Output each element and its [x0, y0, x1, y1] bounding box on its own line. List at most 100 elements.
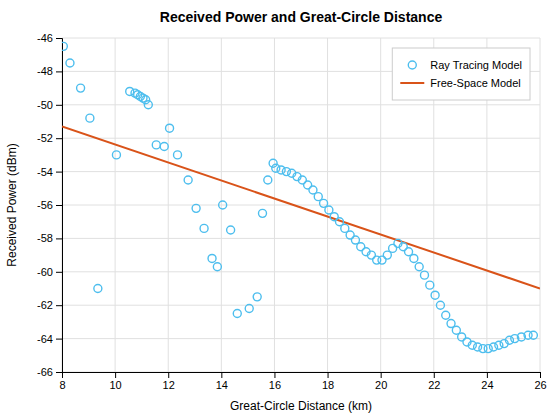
- tick-label: -50: [37, 99, 53, 111]
- tick-mark: [56, 205, 62, 206]
- tick: -50: [37, 99, 62, 111]
- tick-label: -48: [37, 65, 53, 77]
- scatter-point: [420, 271, 428, 279]
- scatter-point: [227, 226, 235, 234]
- tick: 22: [428, 372, 440, 391]
- tick: -46: [37, 32, 62, 44]
- tick: 24: [481, 372, 493, 391]
- scatter-point: [410, 254, 418, 262]
- tick-label: -58: [37, 232, 53, 244]
- tick: -56: [37, 199, 62, 211]
- y-axis: -66 -64 -62 -60 -58 -56 -54 -52 -50 -48 -46: [37, 32, 62, 378]
- tick-mark: [56, 272, 62, 273]
- tick: 18: [322, 372, 334, 391]
- grid-line-y: [62, 238, 540, 239]
- tick-label: -56: [37, 199, 53, 211]
- scatter-point: [468, 341, 476, 349]
- scatter-point: [166, 124, 174, 132]
- scatter-point: [184, 176, 192, 184]
- scatter-point: [152, 141, 160, 149]
- grid-line-y: [62, 138, 540, 139]
- tick-mark: [56, 105, 62, 106]
- legend-label: Ray Tracing Model: [430, 59, 522, 71]
- tick: 16: [269, 372, 281, 391]
- scatter-point: [174, 151, 182, 159]
- grid-line-y: [62, 305, 540, 306]
- legend-label: Free-Space Model: [430, 77, 521, 89]
- scatter-point: [200, 224, 208, 232]
- tick: -60: [37, 266, 62, 278]
- tick-mark: [274, 372, 275, 378]
- tick-mark: [56, 38, 62, 39]
- scatter-point: [126, 87, 134, 95]
- tick-mark: [56, 71, 62, 72]
- tick-label: 22: [428, 379, 440, 391]
- legend-swatch: [408, 61, 416, 69]
- scatter-point: [86, 114, 94, 122]
- tick: 12: [163, 372, 175, 391]
- scatter-point: [66, 59, 74, 67]
- tick: 26: [534, 372, 546, 391]
- tick-mark: [56, 305, 62, 306]
- scatter-point: [213, 263, 221, 271]
- scatter-point: [94, 285, 102, 293]
- tick-label: 18: [322, 379, 334, 391]
- tick: 20: [375, 372, 387, 391]
- tick-label: 14: [216, 379, 228, 391]
- tick-label: 8: [59, 379, 65, 391]
- tick-label: -62: [37, 299, 53, 311]
- tick-label: -52: [37, 132, 53, 144]
- scatter-point: [264, 176, 272, 184]
- x-axis-title: Great-Circle Distance (km): [230, 399, 372, 413]
- legend: Ray Tracing Model Free-Space Model: [392, 48, 530, 100]
- scatter-point: [219, 201, 227, 209]
- tick-label: -64: [37, 333, 53, 345]
- tick-mark: [487, 372, 488, 378]
- tick: -54: [37, 166, 62, 178]
- tick: -48: [37, 65, 62, 77]
- tick-label: 26: [534, 379, 546, 391]
- scatter-point: [474, 343, 482, 351]
- tick-mark: [168, 372, 169, 378]
- scatter-point: [442, 311, 450, 319]
- scatter-point: [77, 84, 85, 92]
- grid-line-y: [62, 271, 540, 272]
- tick-label: -54: [37, 166, 53, 178]
- tick-label: 24: [481, 379, 493, 391]
- tick-mark: [540, 372, 541, 378]
- tick-mark: [56, 339, 62, 340]
- grid: [62, 38, 540, 372]
- axis-line: [56, 39, 63, 373]
- chart-svg: 8 10 12 14 16 18 20 22 24 26 -66 -64 -62 -60 -58 -56 -54…: [0, 0, 560, 420]
- scatter-point: [431, 291, 439, 299]
- tick: 10: [109, 372, 121, 391]
- tick-label: 12: [163, 379, 175, 391]
- scatter-point: [277, 166, 285, 174]
- tick-label: -60: [37, 266, 53, 278]
- data-layer: [62, 42, 540, 352]
- tick-mark: [56, 172, 62, 173]
- scatter-point: [436, 301, 444, 309]
- scatter-point: [253, 293, 261, 301]
- legend-swatch: [400, 82, 424, 84]
- scatter-point: [192, 204, 200, 212]
- tick: 14: [216, 372, 228, 391]
- scatter-point: [258, 209, 266, 217]
- tick: -64: [37, 333, 62, 345]
- scatter-series: [62, 42, 537, 352]
- series-line: [62, 127, 540, 289]
- scatter-point: [112, 151, 120, 159]
- tick-mark: [381, 372, 382, 378]
- chart-title: Received Power and Great-Circle Distance: [160, 9, 443, 25]
- grid-line-y: [62, 38, 540, 39]
- grid-line-y: [62, 205, 540, 206]
- grid-line-y: [62, 171, 540, 172]
- tick-mark: [434, 372, 435, 378]
- scatter-point: [272, 164, 280, 172]
- scatter-point: [415, 263, 423, 271]
- tick-mark: [56, 138, 62, 139]
- tick-mark: [221, 372, 222, 378]
- plot-area: 8 10 12 14 16 18 20 22 24 26 -66 -64 -62 -60 -58 -56 -54…: [37, 32, 547, 391]
- tick-label: 20: [375, 379, 387, 391]
- tick-label: -66: [37, 366, 53, 378]
